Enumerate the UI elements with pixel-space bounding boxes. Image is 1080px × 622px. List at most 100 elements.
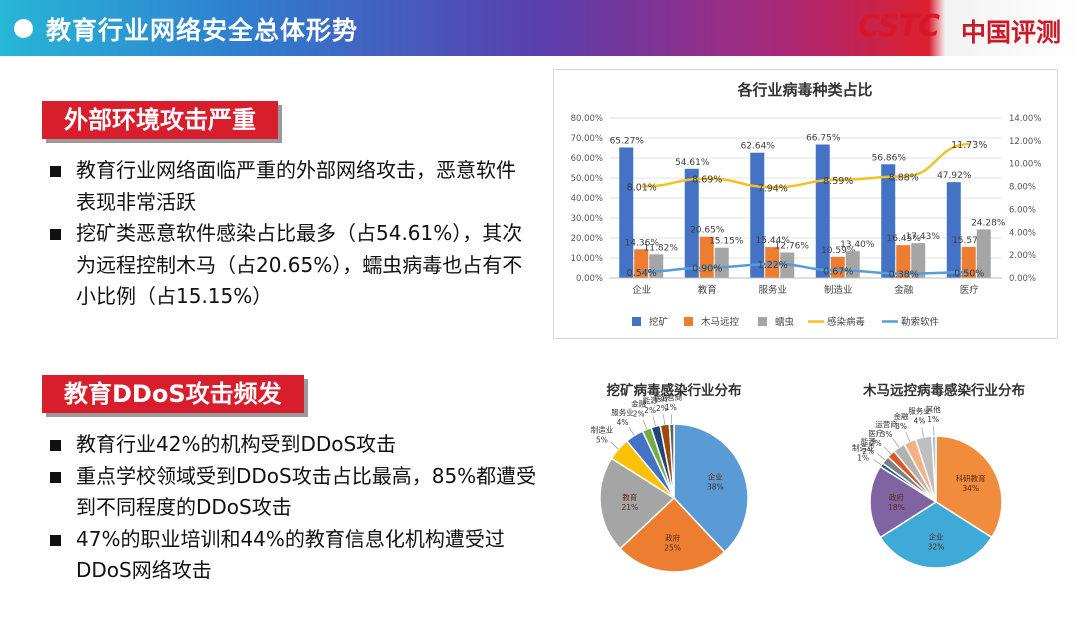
y2-tick-label: 10.00% (1009, 160, 1041, 170)
bar-挖矿 (684, 168, 699, 278)
bullet-list-ddos: 教育行业42%的机构受到DDoS攻击 重点学校领域受到DDoS攻击占比最高，85… (50, 429, 540, 587)
legend-label: 木马远控 (701, 316, 740, 328)
pie-label-name: 服务业 (611, 407, 634, 417)
pie-leader-line (663, 414, 666, 425)
pie-slice-运营商 (668, 423, 675, 499)
logo-mark: CSTC (858, 9, 940, 44)
pie-leader-line (610, 442, 619, 450)
y2-tick-label: 14.00% (1009, 114, 1041, 124)
pie-label-value: 3% (881, 430, 893, 439)
bullet-item: 47%的职业培训和44%的教育信息化机构遭受过DDoS网络攻击 (50, 524, 540, 587)
legend-swatch (684, 317, 693, 326)
x-tick-label: 制造业 (824, 284, 853, 296)
pie-label-name: 服务业 (908, 406, 931, 416)
pie-slice-政府 (869, 465, 938, 539)
bar-蠕虫 (976, 229, 991, 278)
y-tick-label: 50.00% (571, 174, 603, 184)
bar-挖矿 (946, 182, 961, 278)
pie-label-value: 4% (914, 417, 926, 426)
pie-slice-企业 (673, 423, 749, 554)
y-tick-label: 60.00% (571, 154, 603, 164)
bar-木马远控 (830, 256, 845, 278)
square-bullet-icon (50, 229, 61, 240)
pie-label-value: 2% (644, 406, 656, 415)
pie-label-value: 2% (633, 410, 645, 419)
bullet-item: 教育行业42%的机构受到DDoS攻击 (50, 429, 540, 461)
bar-data-label: 24.28% (971, 218, 1006, 228)
line-data-label: 8.88% (889, 173, 919, 184)
x-tick-label: 金融 (894, 284, 914, 296)
bar-data-label: 56.86% (872, 153, 907, 163)
bar-木马远控 (765, 247, 780, 278)
pie-label-value: 34% (962, 484, 979, 493)
pie-label-value: 2% (656, 404, 668, 413)
pie-label-name: 能源 (861, 436, 876, 446)
pie-leader-line (892, 438, 900, 448)
pie-label-name: 金融 (631, 399, 646, 409)
bar-data-label: 11.82% (644, 243, 679, 253)
bar-data-label: 12.76% (775, 241, 810, 251)
y2-tick-label: 6.00% (1009, 205, 1036, 215)
bar-data-label: 15.15% (709, 237, 744, 247)
pie-label-value: 5% (596, 436, 608, 445)
bullet-text: 教育行业42%的机构受到DDoS攻击 (76, 432, 397, 456)
trojan-pie-chart: 木马远控病毒感染行业分布科研教育34%企业32%政府18%制造业1%能源2%医疗… (852, 382, 1025, 569)
x-tick-label: 服务业 (758, 284, 787, 296)
y-tick-label: 10.00% (571, 254, 603, 264)
legend-swatch (632, 317, 641, 326)
y-tick-label: 80.00% (571, 114, 603, 124)
pie-label-name: 金融 (894, 411, 909, 421)
line-data-label: 8.01% (627, 182, 657, 193)
line-data-label: 0.90% (692, 264, 722, 275)
pie-label-name: 教育 (622, 492, 637, 502)
pie-label-name: 科研教育 (956, 473, 986, 483)
square-bullet-icon (50, 440, 61, 451)
pie-label-value: 4% (617, 418, 629, 427)
pie-label-name: 运营商 (875, 419, 898, 429)
line-勒索软件 (641, 262, 970, 275)
bullet-text: 47%的职业培训和44%的教育信息化机构遭受过DDoS网络攻击 (76, 526, 505, 583)
bar-挖矿 (881, 164, 896, 278)
x-tick-label: 教育 (698, 284, 717, 296)
y2-tick-label: 8.00% (1009, 183, 1036, 193)
bar-data-label: 13.40% (840, 240, 875, 250)
pie-label-value: 21% (621, 503, 638, 512)
pie-leader-line (642, 419, 648, 430)
pie-title: 挖矿病毒感染行业分布 (607, 382, 742, 399)
pie-label-value: 1% (857, 454, 869, 463)
title-banner: 教育行业网络安全总体形势 (0, 0, 1080, 56)
pie-label-name: 医疗 (654, 393, 669, 403)
pie-label-name: 制造业 (591, 425, 614, 435)
y-tick-label: 40.00% (571, 194, 603, 204)
pie-label-name: 政府 (889, 492, 904, 502)
legend-label: 蠕虫 (775, 316, 795, 328)
legend-label: 挖矿 (649, 316, 669, 328)
chart-title: 各行业病毒种类占比 (736, 81, 872, 99)
bar-data-label: 17.43% (906, 232, 941, 242)
legend-label: 感染病毒 (827, 316, 866, 328)
bullet-list-external: 教育行业网络面临严重的外部网络攻击，恶意软件表现非常活跃 挖矿类恶意软件感染占比… (50, 155, 530, 313)
bar-data-label: 47.92% (937, 171, 972, 181)
pie-slice-教育 (599, 457, 676, 550)
bullet-item: 重点学校领域受到DDoS攻击占比最高，85%都遭受到不同程度的DDoS攻击 (50, 461, 540, 524)
bar-data-label: 65.27% (610, 136, 645, 146)
bar-data-label: 16.45% (887, 234, 922, 244)
pie-label-name: 能源 (643, 395, 658, 405)
legend-label: 勒索软件 (901, 316, 940, 328)
square-bullet-icon (50, 471, 61, 483)
line-data-label: 8.69% (692, 175, 722, 186)
bar-data-label: 15.57% (952, 236, 987, 246)
pie-label-name: 运营商 (660, 392, 683, 402)
pie-label-value: 1% (665, 403, 677, 412)
pie-label-name: 企业 (929, 532, 944, 542)
bullet-dot-icon (14, 19, 33, 38)
pie-label-value: 38% (707, 483, 724, 492)
pie-slice-政府 (618, 496, 726, 573)
y-tick-label: 0.00% (576, 274, 603, 284)
pie-label-name: 医疗 (868, 428, 883, 438)
section-tag-ddos: 教育DDoS攻击频发 (42, 375, 304, 413)
bar-蠕虫 (911, 243, 926, 278)
bar-data-label: 54.61% (675, 158, 710, 168)
bullet-item: 挖矿类恶意软件感染占比最多（占54.61%），其次为远程控制木马（占20.65%… (50, 218, 530, 313)
line-data-label: 0.50% (954, 268, 984, 279)
